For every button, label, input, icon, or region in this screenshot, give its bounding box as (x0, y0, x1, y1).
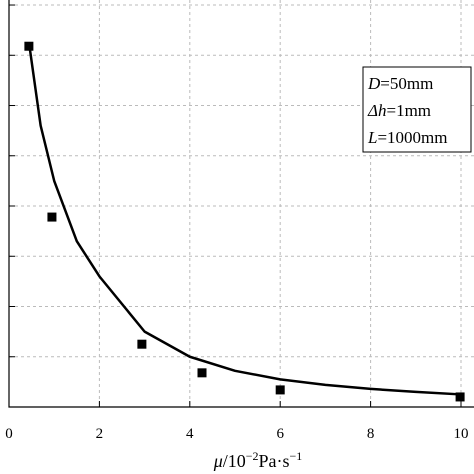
annotation-value: =1mm (386, 101, 431, 120)
annotation: Δh=1mm (367, 101, 431, 120)
annotation-variable: D (367, 74, 381, 93)
data-point (197, 368, 207, 378)
annotation: L=1000mm (367, 128, 448, 147)
data-point (47, 212, 57, 222)
x-tick-label: 2 (96, 426, 104, 442)
x-tick-label: 4 (186, 426, 194, 442)
annotation-variable: Δh (367, 101, 386, 120)
annotation-box (362, 66, 472, 153)
x-axis-label-part: −1 (290, 449, 303, 463)
data-point (275, 385, 285, 395)
x-tick-label: 8 (367, 426, 375, 442)
x-axis-label-part: μ (213, 451, 223, 471)
data-point (455, 392, 465, 402)
annotation-value: =1000mm (377, 128, 447, 147)
x-axis-label-part: /10 (223, 451, 246, 471)
x-tick-label: 10 (454, 426, 469, 442)
data-point (137, 339, 147, 349)
x-tick-label: 0 (5, 426, 13, 442)
annotation: D=50mm (367, 74, 433, 93)
fit-curve (28, 45, 462, 396)
x-axis-label-part: Pa·s (259, 451, 290, 471)
axis-frame (8, 0, 474, 408)
annotation-variable: L (367, 128, 377, 147)
x-axis-label-part: −2 (246, 449, 259, 463)
annotation-value: =50mm (380, 74, 433, 93)
x-tick-label: 6 (276, 426, 284, 442)
x-axis-label: μ/10−2Pa·s−1 (213, 449, 303, 471)
